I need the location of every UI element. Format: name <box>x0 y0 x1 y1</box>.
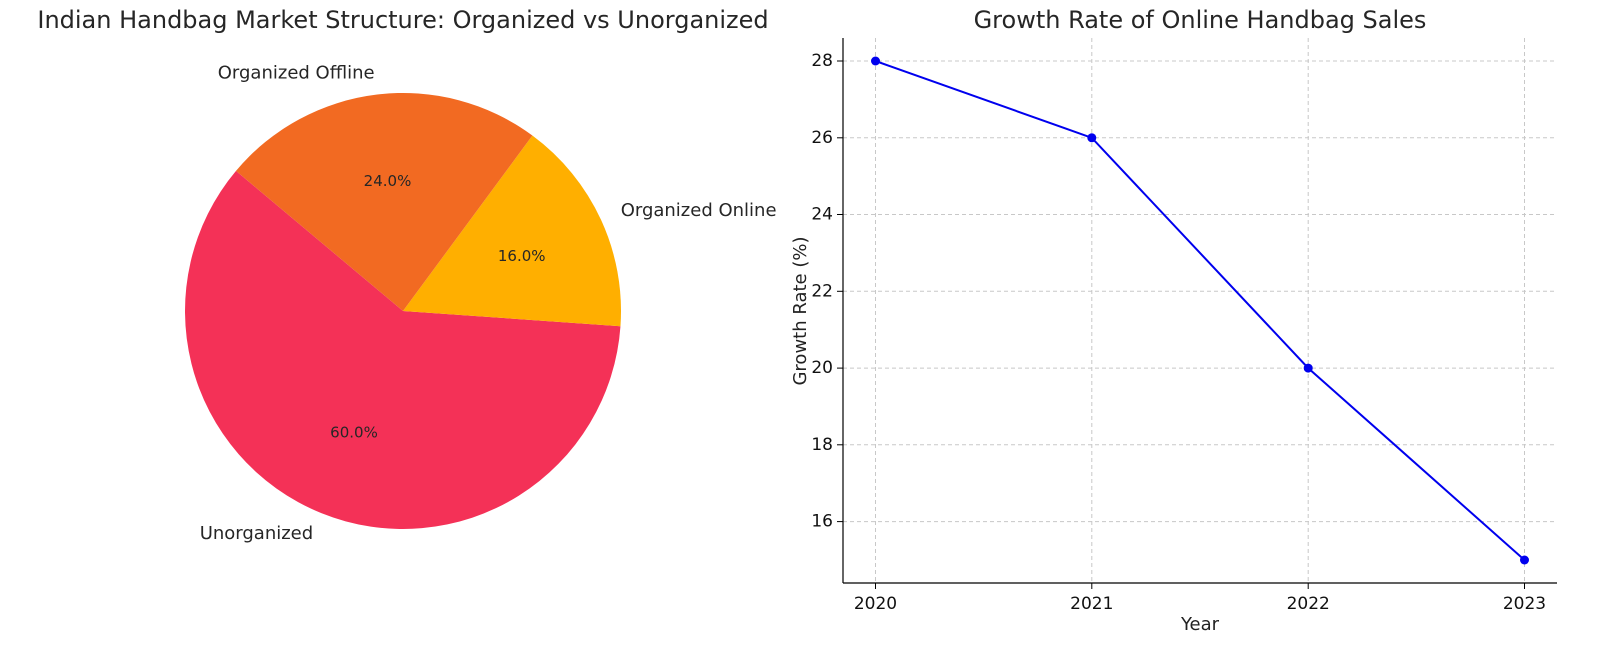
pie-pct-label-unorganized: 60.0% <box>330 423 378 441</box>
series-line-0 <box>875 60 1526 561</box>
pie-label-unorganized: Unorganized <box>200 523 314 544</box>
data-point-2020 <box>871 56 880 66</box>
y-tick-label-18: 18 <box>811 435 833 455</box>
x-tick-label-2022: 2022 <box>1287 594 1330 614</box>
y-tick-label-16: 16 <box>811 512 833 532</box>
y-tick-label-22: 22 <box>811 281 833 301</box>
y-tick-label-26: 26 <box>811 128 833 148</box>
pie-pct-label-organized-online: 16.0% <box>498 247 546 265</box>
pie-slice-organized-online <box>403 135 622 327</box>
y-tick-label-24: 24 <box>811 205 833 225</box>
pie-chart: 60.0% Unorganized 16.0% Organized Online 24.… <box>185 62 777 544</box>
y-tick-label-20: 20 <box>811 358 833 378</box>
pie-chart-title: Indian Handbag Market Structure: Organiz… <box>37 6 769 34</box>
line-grid <box>843 38 1557 583</box>
line-series <box>871 56 1529 565</box>
line-chart-title: Growth Rate of Online Handbag Sales <box>973 6 1427 34</box>
pie-label-organized-offline: Organized Offline <box>218 62 375 83</box>
x-tick-label-2020: 2020 <box>854 594 897 614</box>
data-point-2022 <box>1303 363 1313 373</box>
data-point-2021 <box>1087 133 1097 143</box>
line-axes <box>842 38 1557 584</box>
pie-label-organized-online: Organized Online <box>621 200 777 221</box>
y-tick-label-28: 28 <box>811 51 833 71</box>
y-axis-label: Growth Rate (%) <box>790 236 811 385</box>
x-tick-label-2021: 2021 <box>1070 594 1113 614</box>
pie-labels: 60.0% Unorganized 16.0% Organized Online 24.… <box>200 62 777 543</box>
pie-slices <box>185 92 622 529</box>
x-axis-label: Year <box>1180 614 1220 635</box>
pie-slice-unorganized <box>185 170 621 529</box>
x-tick-label-2023: 2023 <box>1503 594 1546 614</box>
data-point-2023 <box>1520 555 1529 565</box>
pie-slice-organized-offline <box>236 92 533 311</box>
pie-pct-label-organized-offline: 24.0% <box>364 172 412 190</box>
